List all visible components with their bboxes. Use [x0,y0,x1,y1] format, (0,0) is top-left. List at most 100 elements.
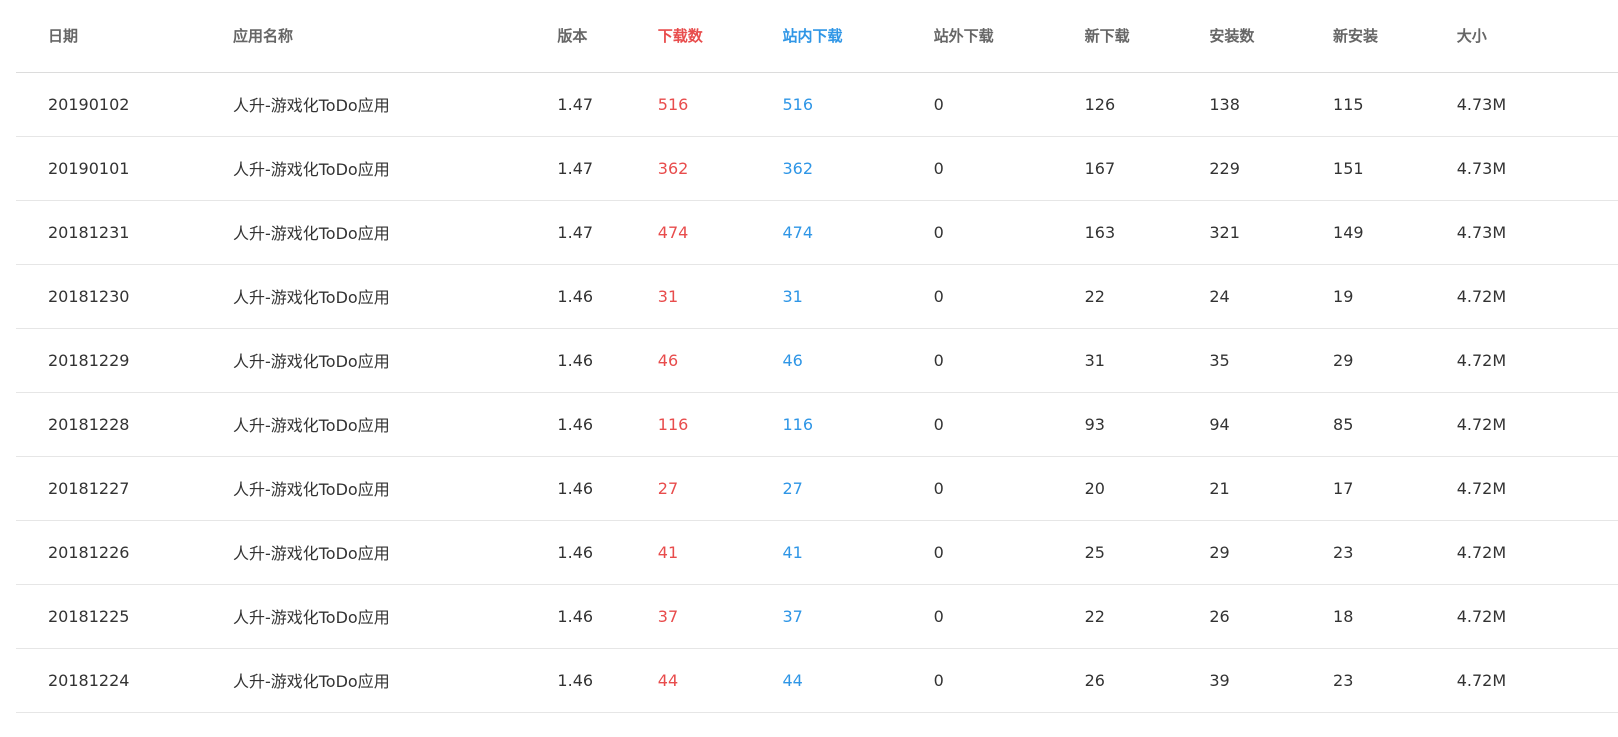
cell-new-downloads: 167 [1084,158,1116,178]
cell-new-downloads: 25 [1084,542,1105,562]
table-row: 20181225 人升-游戏化ToDo应用 1.46 37 37 0 22 26… [16,584,1618,648]
header-date[interactable]: 日期 [48,27,79,46]
cell-size: 4.72M [1456,414,1507,434]
cell-offsite-downloads: 0 [933,222,944,242]
cell-date: 20181224 [48,670,130,690]
cell-app-name: 人升-游戏化ToDo应用 [232,288,390,307]
cell-date: 20181229 [48,350,130,370]
cell-installs: 24 [1209,286,1230,306]
cell-version: 1.46 [557,606,594,626]
table-header-row: 日期 应用名称 版本 下载数 站内下载 站外下载 新下载 安装数 新安装 大小 [16,0,1618,72]
table-row: 20181230 人升-游戏化ToDo应用 1.46 31 31 0 22 24… [16,264,1618,328]
cell-installs: 138 [1209,94,1240,114]
cell-version: 1.46 [557,286,594,306]
cell-size: 4.72M [1456,478,1507,498]
cell-size: 4.72M [1456,286,1507,306]
cell-new-installs: 151 [1333,158,1364,178]
cell-new-downloads: 126 [1084,94,1116,114]
cell-date: 20181225 [48,606,130,626]
cell-version: 1.46 [557,542,594,562]
cell-app-name: 人升-游戏化ToDo应用 [232,96,390,115]
header-onsite-downloads[interactable]: 站内下载 [782,27,843,46]
table-row: 20190102 人升-游戏化ToDo应用 1.47 516 516 0 126… [16,72,1618,136]
cell-installs: 39 [1209,670,1230,690]
cell-new-installs: 19 [1333,286,1354,306]
cell-new-downloads: 22 [1084,606,1105,626]
cell-app-name: 人升-游戏化ToDo应用 [232,480,390,499]
header-downloads[interactable]: 下载数 [657,27,703,46]
table-row: 20181226 人升-游戏化ToDo应用 1.46 41 41 0 25 29… [16,520,1618,584]
app-download-stats-table: 日期 应用名称 版本 下载数 站内下载 站外下载 新下载 安装数 新安装 大小 … [16,0,1618,713]
cell-new-installs: 23 [1333,670,1354,690]
cell-new-downloads: 22 [1084,286,1105,306]
cell-app-name: 人升-游戏化ToDo应用 [232,160,390,179]
cell-size: 4.73M [1456,222,1507,242]
cell-version: 1.46 [557,350,594,370]
cell-app-name: 人升-游戏化ToDo应用 [232,608,390,627]
table-body: 20190102 人升-游戏化ToDo应用 1.47 516 516 0 126… [16,72,1618,712]
header-size[interactable]: 大小 [1456,27,1487,46]
cell-new-downloads: 20 [1084,478,1105,498]
cell-new-installs: 115 [1333,94,1364,114]
cell-onsite-downloads: 37 [782,606,803,626]
cell-downloads: 516 [657,94,689,114]
cell-new-installs: 18 [1333,606,1354,626]
cell-size: 4.72M [1456,606,1507,626]
table-row: 20181229 人升-游戏化ToDo应用 1.46 46 46 0 31 35… [16,328,1618,392]
cell-new-downloads: 93 [1084,414,1105,434]
header-version[interactable]: 版本 [557,27,588,46]
cell-new-installs: 29 [1333,350,1354,370]
cell-app-name: 人升-游戏化ToDo应用 [232,352,390,371]
cell-new-installs: 85 [1333,414,1354,434]
cell-downloads: 474 [657,222,689,242]
cell-size: 4.73M [1456,94,1507,114]
cell-offsite-downloads: 0 [933,158,944,178]
table-row: 20181227 人升-游戏化ToDo应用 1.46 27 27 0 20 21… [16,456,1618,520]
cell-downloads: 27 [657,478,679,498]
cell-version: 1.46 [557,478,594,498]
cell-date: 20181231 [48,222,130,242]
cell-onsite-downloads: 362 [782,158,814,178]
table-header: 日期 应用名称 版本 下载数 站内下载 站外下载 新下载 安装数 新安装 大小 [16,0,1618,72]
cell-installs: 35 [1209,350,1230,370]
cell-version: 1.46 [557,670,594,690]
cell-offsite-downloads: 0 [933,94,944,114]
cell-new-installs: 23 [1333,542,1354,562]
cell-size: 4.72M [1456,350,1507,370]
cell-installs: 94 [1209,414,1230,434]
cell-installs: 229 [1209,158,1240,178]
cell-offsite-downloads: 0 [933,542,944,562]
cell-installs: 21 [1209,478,1230,498]
cell-date: 20190101 [48,158,130,178]
cell-downloads: 41 [657,542,679,562]
cell-installs: 26 [1209,606,1230,626]
cell-date: 20181227 [48,478,130,498]
cell-date: 20181228 [48,414,130,434]
cell-date: 20181226 [48,542,130,562]
cell-installs: 321 [1209,222,1240,242]
cell-version: 1.46 [557,414,594,434]
cell-size: 4.72M [1456,670,1507,690]
cell-downloads: 46 [657,350,679,370]
cell-new-installs: 149 [1333,222,1364,242]
header-installs[interactable]: 安装数 [1209,27,1255,46]
cell-app-name: 人升-游戏化ToDo应用 [232,672,390,691]
cell-downloads: 44 [657,670,679,690]
cell-new-downloads: 163 [1084,222,1116,242]
cell-offsite-downloads: 0 [933,478,944,498]
table-row: 20181224 人升-游戏化ToDo应用 1.46 44 44 0 26 39… [16,648,1618,712]
header-offsite-downloads[interactable]: 站外下载 [933,27,994,46]
header-new-installs[interactable]: 新安装 [1333,27,1379,46]
cell-version: 1.47 [557,94,594,114]
cell-onsite-downloads: 41 [782,542,803,562]
cell-version: 1.47 [557,222,594,242]
header-app-name[interactable]: 应用名称 [232,27,293,46]
cell-offsite-downloads: 0 [933,670,944,690]
cell-onsite-downloads: 474 [782,222,814,242]
cell-new-installs: 17 [1333,478,1354,498]
cell-downloads: 362 [657,158,689,178]
header-new-downloads[interactable]: 新下载 [1084,27,1130,46]
cell-onsite-downloads: 46 [782,350,803,370]
cell-app-name: 人升-游戏化ToDo应用 [232,544,390,563]
cell-app-name: 人升-游戏化ToDo应用 [232,416,390,435]
